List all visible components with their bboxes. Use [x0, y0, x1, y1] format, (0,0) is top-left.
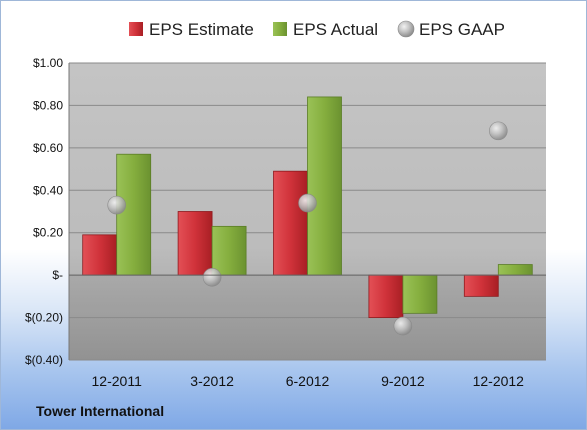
bar-eps-actual [211, 225, 247, 276]
point-eps-gaap [202, 267, 222, 287]
y-tick-label: $1.00 [33, 56, 63, 70]
point-eps-gaap [393, 316, 413, 336]
y-tick-label: $- [52, 268, 63, 282]
y-tick-label: $(0.40) [25, 353, 63, 367]
y-tick-label: $0.20 [33, 226, 63, 240]
bar-eps-estimate [463, 274, 499, 297]
legend-marker-eps-gaap [397, 20, 415, 38]
legend-label: EPS Estimate [149, 20, 254, 39]
company-name: Tower International [36, 403, 165, 419]
x-tick-label: 12-2012 [473, 373, 525, 389]
legend: EPS Estimate EPS Actual EPS GAAP [129, 20, 505, 39]
y-tick-label: $0.60 [33, 141, 63, 155]
bar-eps-estimate [368, 274, 404, 318]
x-tick-label: 6-2012 [286, 373, 330, 389]
y-tick-label: $(0.20) [25, 311, 63, 325]
point-eps-gaap [488, 121, 508, 141]
legend-label: EPS Actual [293, 20, 378, 39]
point-eps-gaap [107, 195, 126, 215]
x-tick-label: 9-2012 [381, 373, 425, 389]
legend-swatch-eps-actual [273, 22, 287, 36]
bar-eps-actual [402, 274, 438, 314]
legend-label: EPS GAAP [419, 20, 505, 39]
y-tick-label: $0.80 [33, 98, 63, 112]
bar-eps-estimate [82, 234, 118, 276]
legend-swatch-eps-estimate [129, 22, 143, 36]
bar-eps-estimate [177, 211, 213, 276]
bar-eps-estimate [273, 170, 308, 276]
point-eps-gaap [298, 193, 317, 213]
bar-eps-actual [116, 153, 152, 276]
plot-area: $1.00 $0.80 $0.60 $0.40 $0.20 $- $(0.20) $(0.40… [25, 56, 546, 389]
x-tick-label: 3-2012 [190, 373, 234, 389]
y-tick-label: $0.40 [33, 183, 63, 197]
bar-eps-actual [497, 264, 533, 276]
x-tick-label: 12-2011 [92, 373, 143, 389]
bar-eps-actual [307, 96, 342, 276]
